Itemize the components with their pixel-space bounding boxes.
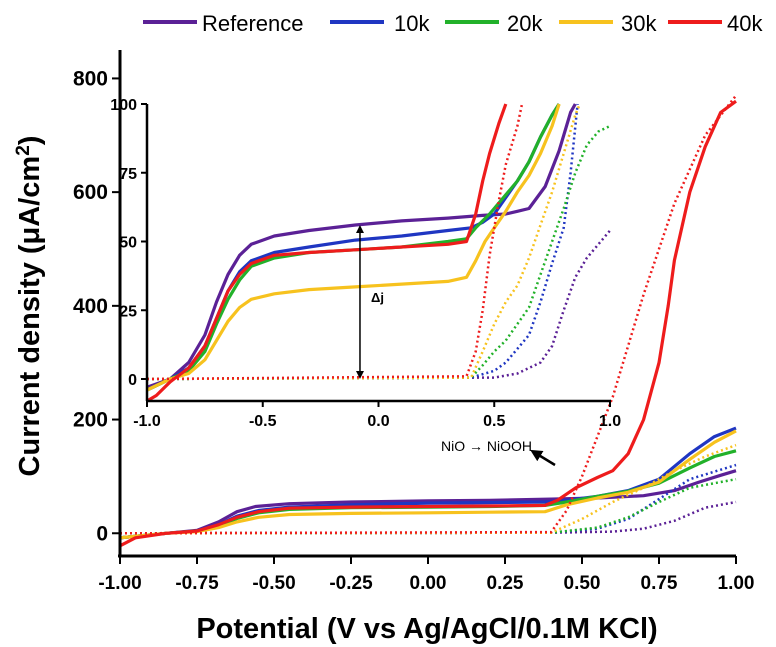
main-x-tick-label: 0.75	[641, 573, 678, 594]
legend-label-30k: 30k	[621, 11, 657, 36]
delta-j-label: Δj	[371, 290, 384, 305]
inset-y-tick-label: 50	[119, 235, 137, 252]
nio-annotation-label: NiO → NiOOH	[441, 438, 532, 454]
inset-line-reference	[146, 103, 577, 389]
inset-panel	[147, 104, 610, 401]
legend-label-20k: 20k	[507, 11, 543, 36]
inset-y-tick-label: 100	[110, 97, 137, 114]
main-x-tick-label: 0.50	[564, 573, 601, 594]
main-plot-series	[119, 94, 737, 548]
main-x-tick-label: -0.75	[175, 573, 219, 594]
inset-x-tick-label: 0.0	[367, 413, 389, 430]
main-x-tick-label: -1.00	[98, 573, 141, 594]
inset-axis-ticks: -1.0 -0.5 0.0 0.5 1.0 0 25 50 75 100	[110, 97, 621, 430]
main-dotted-40k	[119, 94, 737, 535]
main-line-30k	[119, 429, 737, 540]
main-axis-ticks: -1.00 -0.75 -0.50 -0.25 0.00 0.25 0.50 0.75 1.00…	[73, 67, 755, 594]
inset-line-40k	[146, 103, 508, 403]
legend-label-40k: 40k	[727, 11, 763, 36]
main-y-tick-label: 800	[73, 67, 108, 90]
main-y-tick-label: 200	[73, 409, 108, 432]
legend-label-reference: Reference	[202, 11, 304, 36]
main-x-tick-label: -0.25	[329, 573, 373, 594]
nio-annotation-arrow	[530, 449, 556, 467]
y-axis-title: Current density (μA/cm2)	[13, 136, 46, 477]
inset-y-tick-label: 75	[119, 166, 137, 183]
main-dotted-30k	[119, 443, 737, 535]
inset-x-tick-label: 1.0	[599, 413, 621, 430]
main-x-tick-label: 1.00	[718, 573, 755, 594]
inset-line-30k	[146, 103, 561, 392]
legend: Reference 10k 20k 30k 40k	[143, 11, 763, 36]
main-line-10k	[119, 426, 737, 540]
inset-plot-series	[146, 103, 611, 403]
delta-j-annotation: Δj	[355, 225, 384, 379]
legend-label-10k: 10k	[394, 11, 430, 36]
main-line-reference	[119, 469, 737, 540]
inset-dotted-10k	[146, 103, 579, 381]
main-y-tick-label: 0	[96, 522, 108, 545]
inset-x-tick-label: -1.0	[133, 413, 161, 430]
inset-x-tick-label: 0.5	[483, 413, 505, 430]
main-line-40k	[119, 99, 737, 548]
main-x-tick-label: 0.25	[487, 573, 524, 594]
inset-dotted-reference	[146, 229, 611, 381]
x-axis-title: Potential (V vs Ag/AgCl/0.1M KCl)	[196, 613, 657, 645]
main-y-tick-label: 400	[73, 295, 108, 318]
main-y-tick-label: 600	[73, 181, 108, 204]
inset-y-tick-label: 25	[119, 303, 137, 320]
main-x-tick-label: 0.00	[410, 573, 447, 594]
main-x-tick-label: -0.50	[252, 573, 295, 594]
inset-y-tick-label: 0	[128, 372, 137, 389]
inset-x-tick-label: -0.5	[249, 413, 277, 430]
